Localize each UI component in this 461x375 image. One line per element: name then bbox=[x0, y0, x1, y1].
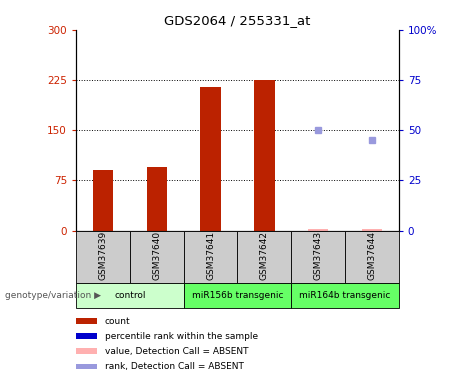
Bar bbox=[76, 348, 97, 354]
Bar bbox=[147, 167, 167, 231]
Bar bbox=[76, 333, 97, 339]
Bar bbox=[76, 318, 97, 324]
Bar bbox=[93, 170, 113, 231]
Text: control: control bbox=[114, 291, 146, 300]
Bar bbox=[308, 229, 328, 231]
Bar bbox=[254, 80, 274, 231]
Text: GSM37640: GSM37640 bbox=[152, 231, 161, 280]
Text: GSM37642: GSM37642 bbox=[260, 231, 269, 280]
Text: value, Detection Call = ABSENT: value, Detection Call = ABSENT bbox=[105, 347, 248, 356]
Text: GSM37643: GSM37643 bbox=[313, 231, 323, 280]
Bar bbox=[130, 231, 183, 283]
Text: GSM37641: GSM37641 bbox=[206, 231, 215, 280]
Text: genotype/variation ▶: genotype/variation ▶ bbox=[5, 291, 100, 300]
Bar bbox=[362, 229, 382, 231]
Bar bbox=[183, 231, 237, 283]
Bar bbox=[237, 231, 291, 283]
Bar bbox=[345, 231, 399, 283]
Text: count: count bbox=[105, 316, 130, 326]
Text: GSM37644: GSM37644 bbox=[367, 231, 376, 280]
Bar bbox=[291, 283, 399, 308]
Text: GSM37639: GSM37639 bbox=[99, 231, 107, 280]
Text: percentile rank within the sample: percentile rank within the sample bbox=[105, 332, 258, 341]
Bar bbox=[76, 283, 183, 308]
Text: miR164b transgenic: miR164b transgenic bbox=[299, 291, 390, 300]
Text: miR156b transgenic: miR156b transgenic bbox=[192, 291, 283, 300]
Bar bbox=[76, 363, 97, 369]
Bar bbox=[76, 231, 130, 283]
Text: rank, Detection Call = ABSENT: rank, Detection Call = ABSENT bbox=[105, 362, 243, 371]
Bar bbox=[183, 283, 291, 308]
Bar bbox=[291, 231, 345, 283]
Bar bbox=[200, 87, 221, 231]
Title: GDS2064 / 255331_at: GDS2064 / 255331_at bbox=[164, 15, 311, 27]
